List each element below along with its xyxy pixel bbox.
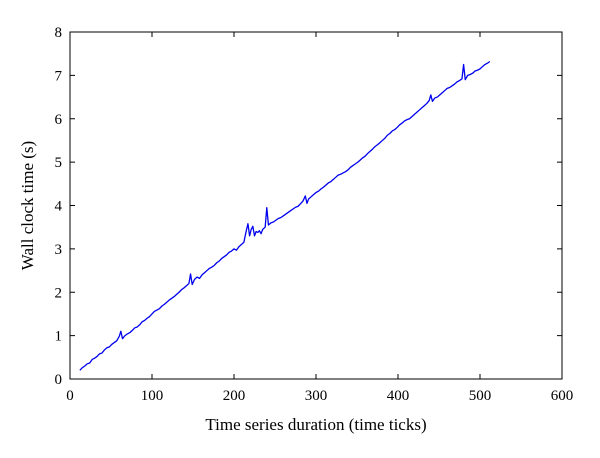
x-tick-label: 100 (141, 388, 164, 404)
x-tick-label: 400 (387, 388, 410, 404)
x-tick-label: 0 (66, 388, 74, 404)
y-tick-label: 1 (55, 329, 63, 345)
series-line-0 (79, 60, 491, 371)
y-tick-label: 7 (55, 68, 63, 84)
x-tick-label: 300 (305, 388, 328, 404)
plot-frame (69, 31, 563, 380)
y-axis-label: Wall clock time (s) (18, 141, 37, 270)
y-tick-label: 5 (55, 155, 63, 171)
y-tick-label: 3 (55, 242, 63, 258)
y-tick-label: 0 (55, 372, 63, 388)
x-tick-label: 500 (469, 388, 492, 404)
y-tick-label: 6 (55, 112, 63, 128)
x-tick-label: 600 (551, 388, 574, 404)
y-tick-label: 2 (55, 285, 63, 301)
y-tick-label: 8 (55, 25, 63, 41)
y-tick-label: 4 (55, 199, 63, 215)
x-tick-label: 200 (223, 388, 246, 404)
x-axis-label: Time series duration (time ticks) (205, 415, 426, 434)
plot-area (70, 32, 562, 379)
